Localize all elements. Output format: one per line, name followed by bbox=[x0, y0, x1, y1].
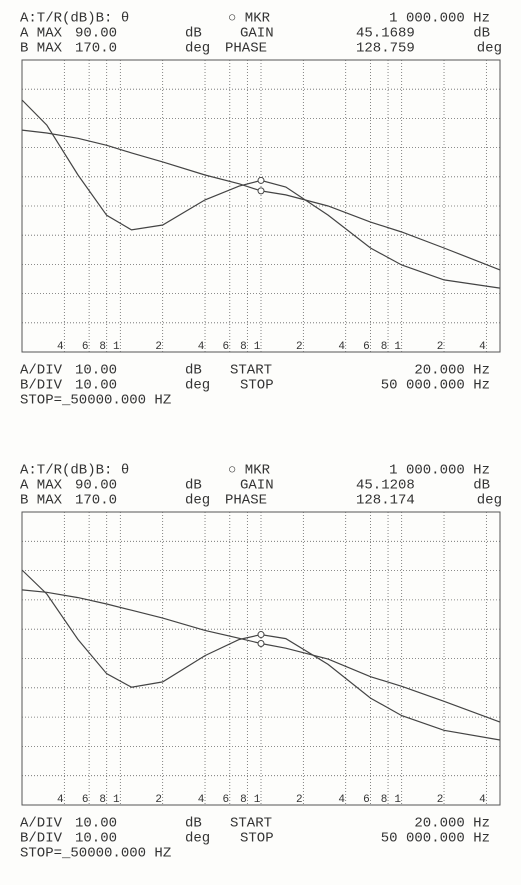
readout-a-max: 90.00 bbox=[75, 26, 117, 42]
x-tick-label: 6 bbox=[363, 794, 370, 806]
readout-stop-label: STOP bbox=[240, 378, 274, 394]
readout-b-div-label: B/DIV bbox=[20, 831, 63, 847]
x-tick-label: 1 bbox=[254, 341, 261, 353]
readout-b-max-label: B MAX bbox=[20, 41, 63, 57]
readout-a-max-label: A MAX bbox=[20, 478, 63, 494]
readout-b-unit: deg bbox=[185, 493, 210, 509]
x-tick-label: 4 bbox=[198, 341, 205, 353]
marker bbox=[257, 631, 265, 639]
readout-phase: 128.174 bbox=[356, 493, 415, 509]
readout-a-div-label: A/DIV bbox=[20, 363, 63, 379]
x-tick-label: 4 bbox=[479, 794, 486, 806]
marker bbox=[257, 176, 265, 184]
x-tick-label: 2 bbox=[155, 341, 162, 353]
x-tick-label: 2 bbox=[296, 794, 303, 806]
x-tick-label: 2 bbox=[437, 794, 444, 806]
plot-frame bbox=[21, 59, 501, 353]
readout-b-div: 10.00 bbox=[75, 831, 117, 847]
readout-marker-freq: 1 000.000 Hz bbox=[389, 463, 490, 479]
x-tick-label: 4 bbox=[479, 341, 486, 353]
x-tick-label: 6 bbox=[222, 794, 229, 806]
readout-a-div-label: A/DIV bbox=[20, 816, 63, 832]
readout-a-div-unit: dB bbox=[185, 363, 202, 379]
x-tick-label: 8 bbox=[240, 794, 247, 806]
readout-a-unit: dB bbox=[185, 478, 202, 494]
readout-marker: ○ MKR bbox=[228, 11, 271, 27]
x-tick-label: 4 bbox=[57, 341, 64, 353]
readout-stop: 50 000.000 Hz bbox=[381, 378, 490, 394]
x-tick-label: 8 bbox=[381, 341, 388, 353]
readout-a-div: 10.00 bbox=[75, 363, 117, 379]
x-tick-label: 2 bbox=[296, 341, 303, 353]
x-tick-label: 4 bbox=[338, 341, 345, 353]
readout-channel: A:T/R(dB)B: θ bbox=[20, 11, 129, 27]
x-tick-label: 1 bbox=[113, 341, 120, 353]
x-tick-label: 1 bbox=[394, 341, 401, 353]
readout-marker-freq: 1 000.000 Hz bbox=[389, 11, 490, 27]
readout-gain-label: GAIN bbox=[240, 478, 274, 494]
readout-b-unit: deg bbox=[185, 41, 210, 57]
readout-phase: 128.759 bbox=[356, 41, 415, 57]
readout-stop-cmd: STOP=_50000.000 HZ bbox=[20, 846, 171, 862]
marker bbox=[257, 639, 265, 647]
x-tick-label: 4 bbox=[57, 794, 64, 806]
readout-stop-label: STOP bbox=[240, 831, 274, 847]
readout-channel: A:T/R(dB)B: θ bbox=[20, 463, 129, 479]
readout-a-unit: dB bbox=[185, 26, 202, 42]
readout-a-div-unit: dB bbox=[185, 816, 202, 832]
x-tick-label: 1 bbox=[394, 794, 401, 806]
readout-gain-label: GAIN bbox=[240, 26, 274, 42]
x-tick-label: 6 bbox=[82, 341, 89, 353]
x-tick-label: 4 bbox=[338, 794, 345, 806]
x-tick-label: 4 bbox=[198, 794, 205, 806]
readout-start-label: START bbox=[230, 363, 272, 379]
readout-gain: 45.1208 bbox=[356, 478, 415, 494]
x-tick-label: 1 bbox=[254, 794, 261, 806]
readout-b-div-unit: deg bbox=[185, 378, 210, 394]
x-tick-label: 2 bbox=[437, 341, 444, 353]
readout-phase-unit: deg bbox=[477, 41, 502, 57]
readout-b-div: 10.00 bbox=[75, 378, 117, 394]
chart-panel: A:T/R(dB)B: θ ○ MKR 1 000.000 Hz A MAX 90.00… bbox=[20, 11, 502, 409]
trace bbox=[21, 589, 501, 723]
x-tick-label: 2 bbox=[155, 794, 162, 806]
marker bbox=[257, 187, 265, 195]
trace bbox=[21, 99, 501, 289]
readout-gain-unit: dB bbox=[473, 26, 490, 42]
readout-start-label: START bbox=[230, 816, 272, 832]
readout-stop-cmd: STOP=_50000.000 HZ bbox=[20, 393, 171, 409]
readout-phase-label: PHASE bbox=[225, 493, 267, 509]
x-tick-label: 8 bbox=[381, 794, 388, 806]
readout-phase-unit: deg bbox=[477, 493, 502, 509]
x-tick-label: 8 bbox=[99, 341, 106, 353]
x-tick-label: 1 bbox=[113, 794, 120, 806]
readout-b-max-label: B MAX bbox=[20, 493, 63, 509]
readout-phase-label: PHASE bbox=[225, 41, 267, 57]
readout-start: 20.000 Hz bbox=[414, 363, 490, 379]
readout-start: 20.000 Hz bbox=[414, 816, 490, 832]
x-tick-label: 8 bbox=[99, 794, 106, 806]
readout-a-max-label: A MAX bbox=[20, 26, 63, 42]
x-tick-label: 6 bbox=[363, 341, 370, 353]
x-tick-label: 8 bbox=[240, 341, 247, 353]
readout-b-max: 170.0 bbox=[75, 493, 117, 509]
trace bbox=[21, 569, 501, 741]
readout-a-max: 90.00 bbox=[75, 478, 117, 494]
readout-marker: ○ MKR bbox=[228, 463, 271, 479]
readout-stop: 50 000.000 Hz bbox=[381, 831, 490, 847]
chart-panel: A:T/R(dB)B: θ ○ MKR 1 000.000 Hz A MAX 90.00… bbox=[20, 463, 502, 862]
x-tick-label: 6 bbox=[82, 794, 89, 806]
trace bbox=[21, 129, 501, 271]
readout-a-div: 10.00 bbox=[75, 816, 117, 832]
x-tick-label: 6 bbox=[222, 341, 229, 353]
readout-gain: 45.1689 bbox=[356, 26, 415, 42]
readout-b-div-unit: deg bbox=[185, 831, 210, 847]
readout-b-max: 170.0 bbox=[75, 41, 117, 57]
readout-b-div-label: B/DIV bbox=[20, 378, 63, 394]
readout-gain-unit: dB bbox=[473, 478, 490, 494]
